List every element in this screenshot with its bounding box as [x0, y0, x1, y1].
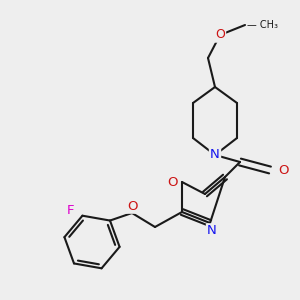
Text: O: O [215, 28, 225, 41]
Text: N: N [207, 224, 217, 238]
Text: O: O [167, 176, 177, 188]
Text: — CH₃: — CH₃ [247, 20, 278, 30]
Text: F: F [67, 204, 74, 217]
Text: N: N [210, 148, 220, 161]
Text: O: O [278, 164, 289, 176]
Text: O: O [127, 200, 137, 212]
